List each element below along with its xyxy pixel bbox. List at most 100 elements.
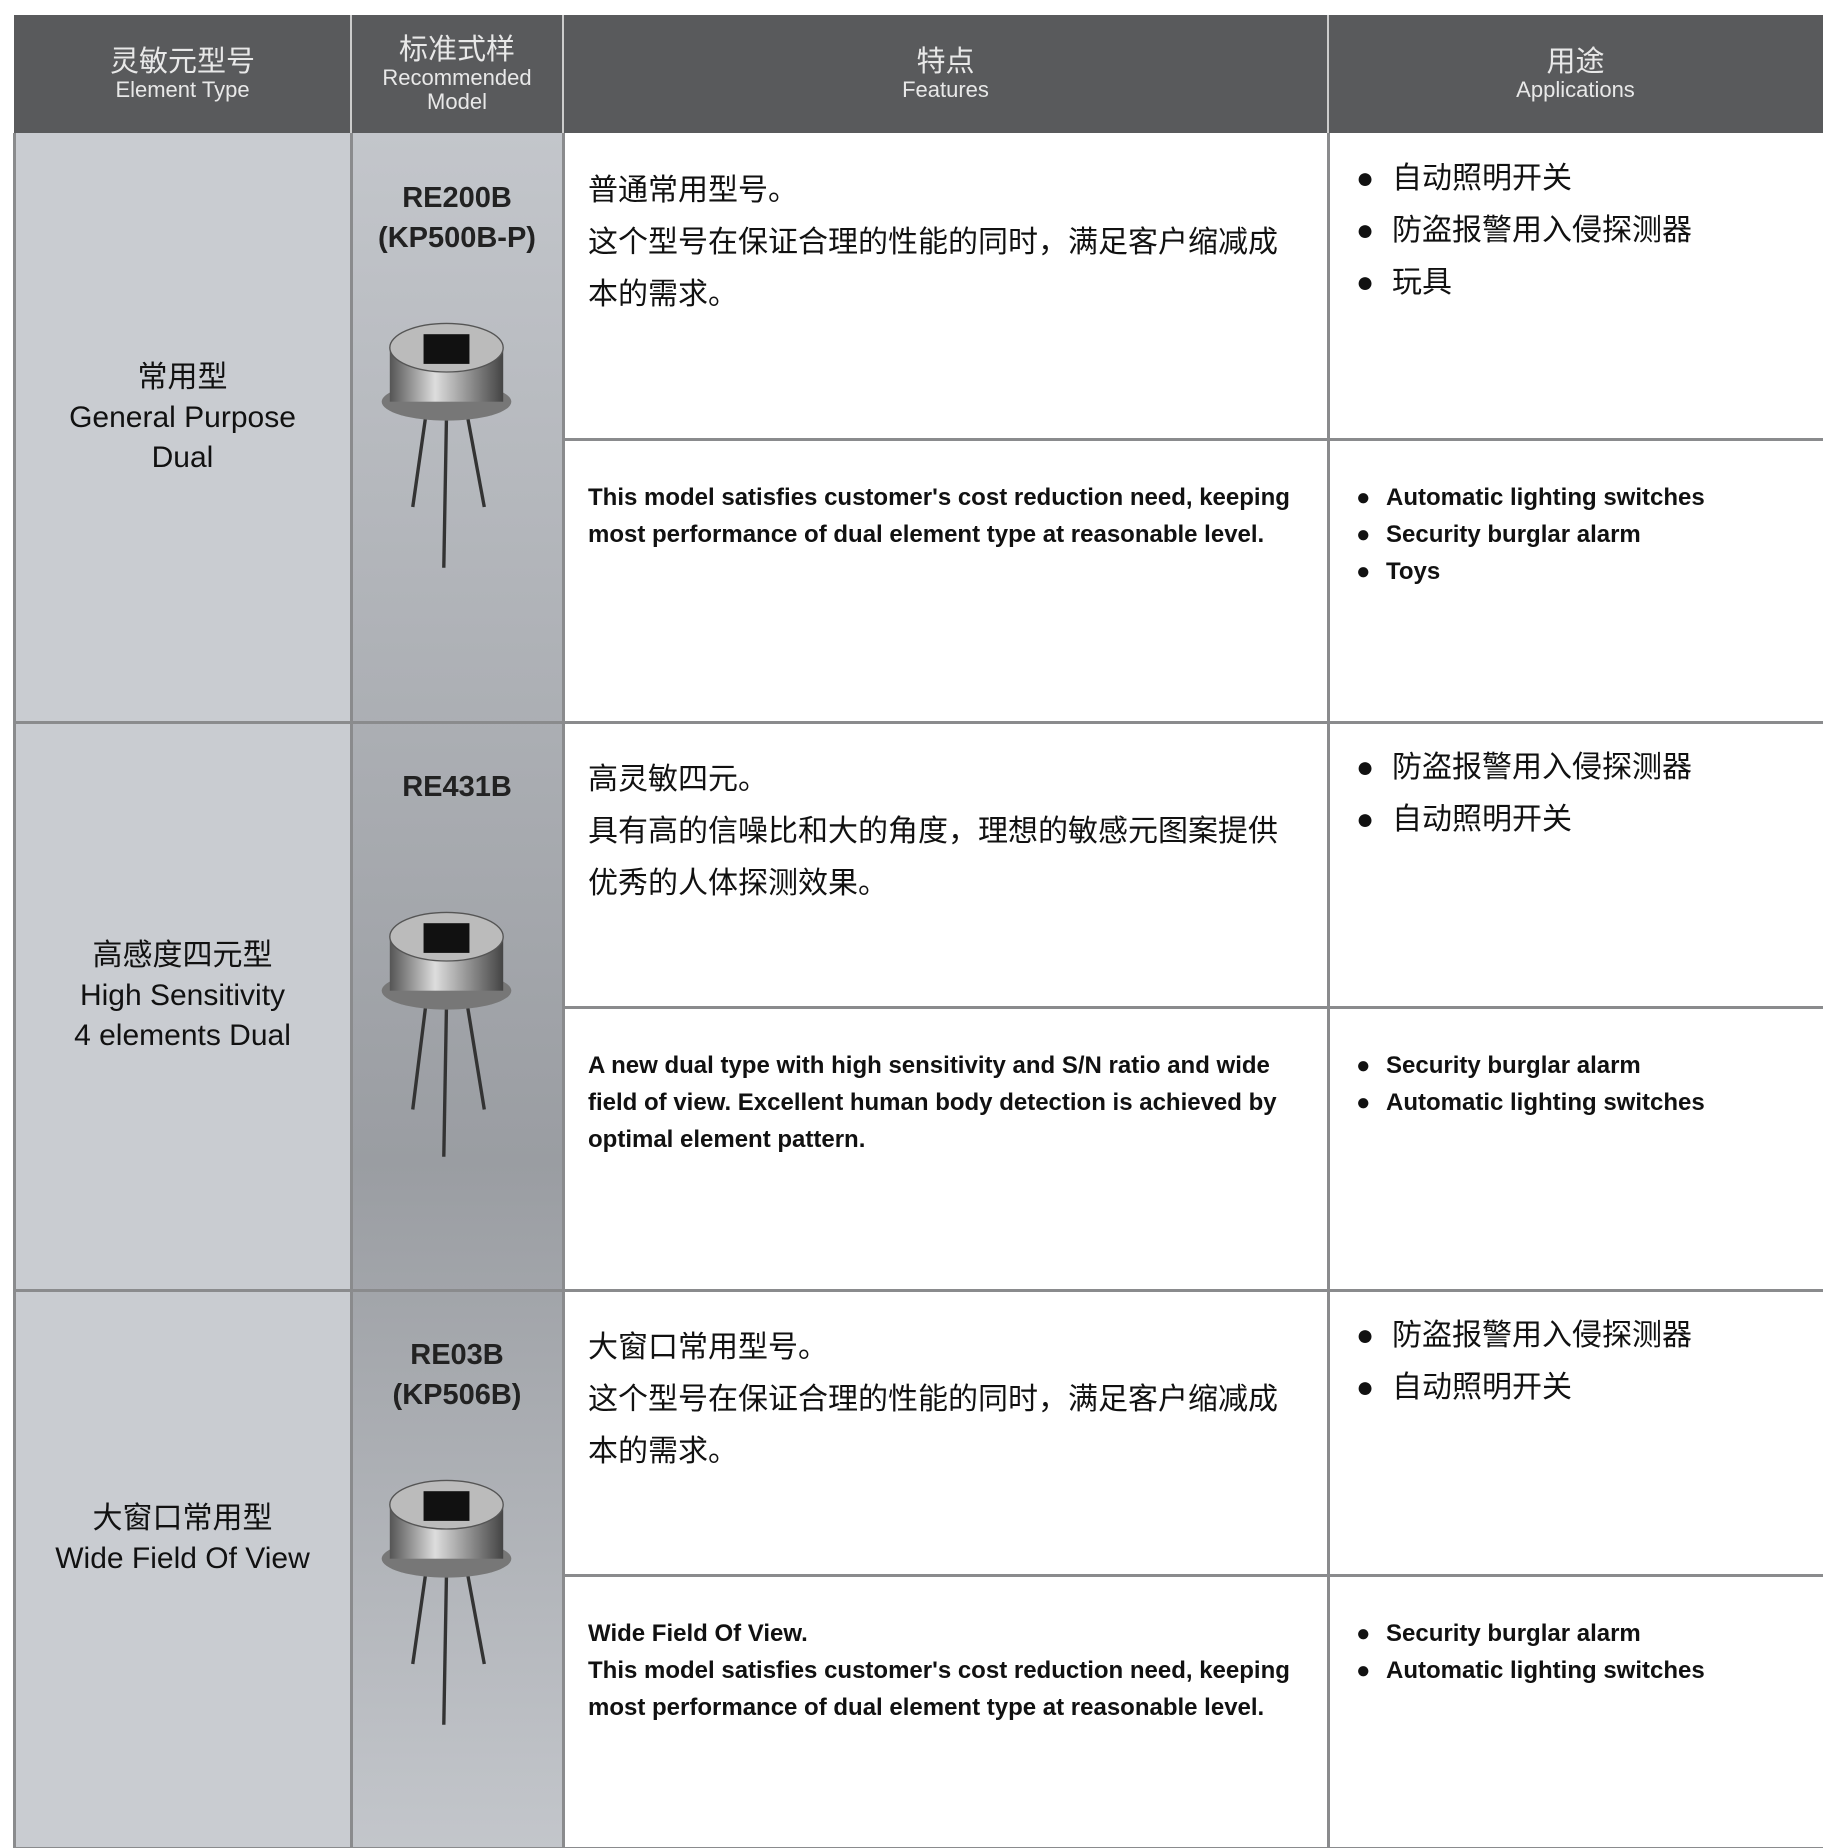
bullet: ● [1356, 1657, 1371, 1684]
app-text: Automatic lighting switches [1386, 1089, 1705, 1116]
app-item: ● 玩具 [1356, 257, 1692, 309]
app-item: ● 防盗报警用入侵探测器 [1356, 1310, 1692, 1362]
header-zh: 标准式样 [398, 34, 515, 66]
app-text: Automatic lighting switches [1386, 484, 1705, 511]
element-type-en: Dual [151, 440, 214, 474]
model: RE431B [351, 767, 563, 807]
features-zh: 普通常用型号。这个型号在保证合理的性能的同时，满足客户缩减成本的需求。 [588, 165, 1303, 321]
element-type-en: General Purpose [69, 400, 296, 434]
features-en: Wide Field Of View. This model satisfies … [588, 1615, 1313, 1726]
features-en: A new dual type with high sensitivity an… [588, 1047, 1313, 1158]
applications-zh: ● 自动照明开关 ● 防盗报警用入侵探测器 ● 玩具 [1356, 153, 1692, 309]
features-zh-para: 大窗口常用型号。 [588, 1331, 828, 1364]
element-type-en: 4 elements Dual [74, 1019, 291, 1052]
header-zh: 用途 [1546, 46, 1605, 78]
column-line [13, 133, 16, 1848]
model-line: (KP500B-P) [378, 222, 536, 254]
sensor-image [381, 911, 512, 1157]
features-en-para: A new dual type with high sensitivity an… [588, 1052, 1277, 1153]
model: RE03B (KP506B) [351, 1335, 563, 1415]
bullet: ● [1356, 521, 1371, 548]
sensor-image [381, 322, 512, 568]
row-line [14, 721, 1823, 724]
app-item: ● Automatic lighting switches [1356, 479, 1705, 516]
features-zh-para: 普通常用型号。 [588, 174, 798, 207]
features-zh-para: 具有高的信噪比和大的角度，理想的敏感元图案提供优秀的人体探测效果。 [588, 815, 1278, 900]
element-type-en: High Sensitivity [79, 979, 286, 1012]
app-text: 自动照明开关 [1392, 803, 1572, 836]
applications-en: ● Security burglar alarm ● Automatic lighti… [1356, 1047, 1705, 1121]
bullet: ● [1356, 266, 1375, 299]
features-zh-para: 这个型号在保证合理的性能的同时，满足客户缩减成本的需求。 [588, 226, 1278, 311]
header-en: Features [902, 77, 989, 102]
features-zh-para: 高灵敏四元。 [588, 763, 768, 796]
header-en: Recommended Model [382, 65, 532, 114]
model-line: RE03B [410, 1339, 504, 1371]
app-text: Security burglar alarm [1386, 521, 1641, 548]
app-text: 防盗报警用入侵探测器 [1392, 214, 1692, 247]
features-en-para: This model satisfies customer's cost red… [588, 1657, 1290, 1721]
column-line [350, 15, 352, 133]
model-line: RE431B [402, 771, 512, 803]
column-line [1327, 15, 1329, 133]
features-zh-para: 这个型号在保证合理的性能的同时，满足客户缩减成本的需求。 [588, 1383, 1278, 1468]
features-en: This model satisfies customer's cost red… [588, 479, 1313, 553]
header-zh: 特点 [916, 46, 975, 78]
applications-zh: ● 防盗报警用入侵探测器 ● 自动照明开关 [1356, 742, 1692, 846]
sub-row-line [563, 1006, 1823, 1009]
app-text: 防盗报警用入侵探测器 [1392, 1319, 1692, 1352]
app-text: 防盗报警用入侵探测器 [1392, 751, 1692, 784]
bullet: ● [1356, 1089, 1371, 1116]
model: RE200B (KP500B-P) [351, 178, 563, 258]
sub-row-line [563, 1574, 1823, 1577]
app-item: ● Security burglar alarm [1356, 1615, 1705, 1652]
bullet: ● [1356, 1319, 1375, 1352]
element-type-en: Wide Field Of View [55, 1542, 310, 1575]
app-item: ● 防盗报警用入侵探测器 [1356, 742, 1692, 794]
app-text: 自动照明开关 [1392, 1371, 1572, 1404]
header-cell: 灵敏元型号 Element Type [14, 15, 351, 133]
element-type-zh: 大窗口常用型 [92, 1502, 273, 1535]
header-en: Applications [1516, 77, 1635, 102]
sub-row-line [563, 438, 1823, 441]
row-line [14, 1289, 1823, 1292]
app-item: ● Security burglar alarm [1356, 1047, 1705, 1084]
header-cell: 用途 Applications [1328, 15, 1823, 133]
header-cell: 标准式样 Recommended Model [351, 15, 563, 133]
column-line [562, 15, 564, 133]
app-text: Automatic lighting switches [1386, 1657, 1705, 1684]
column-line [562, 133, 565, 1848]
app-text: Security burglar alarm [1386, 1620, 1641, 1647]
element-type: 高感度四元型 High Sensitivity 4 elements Dual [14, 936, 351, 1056]
applications-en: ● Security burglar alarm ● Automatic lighti… [1356, 1615, 1705, 1689]
app-item: ● 自动照明开关 [1356, 1362, 1692, 1414]
element-type-zh: 常用型 [137, 360, 228, 394]
features-zh: 高灵敏四元。具有高的信噪比和大的角度，理想的敏感元图案提供优秀的人体探测效果。 [588, 754, 1303, 910]
bullet: ● [1356, 1371, 1375, 1404]
app-item: ● Automatic lighting switches [1356, 1652, 1705, 1689]
column-line [350, 133, 353, 1848]
bullet: ● [1356, 803, 1375, 836]
features-zh: 大窗口常用型号。这个型号在保证合理的性能的同时，满足客户缩减成本的需求。 [588, 1322, 1303, 1478]
bullet: ● [1356, 214, 1375, 247]
app-item: ● Toys [1356, 553, 1705, 590]
header-zh: 灵敏元型号 [109, 46, 255, 78]
col-bg [14, 133, 351, 1848]
app-item: ● 自动照明开关 [1356, 153, 1692, 205]
model-line: (KP506B) [392, 1379, 522, 1411]
header-cell: 特点 Features [563, 15, 1328, 133]
element-type: 大窗口常用型 Wide Field Of View [14, 1499, 351, 1579]
app-item: ● Automatic lighting switches [1356, 1084, 1705, 1121]
app-text: 玩具 [1392, 266, 1452, 299]
bullet: ● [1356, 1052, 1371, 1079]
app-text: 自动照明开关 [1392, 162, 1572, 195]
sensor-image [381, 1479, 512, 1725]
header-en: Element Type [115, 77, 250, 102]
app-text: Toys [1386, 558, 1441, 585]
element-type-zh: 高感度四元型 [92, 939, 273, 972]
bullet: ● [1356, 484, 1371, 511]
app-text: Security burglar alarm [1386, 1052, 1641, 1079]
bullet: ● [1356, 558, 1371, 585]
app-item: ● Security burglar alarm [1356, 516, 1705, 553]
